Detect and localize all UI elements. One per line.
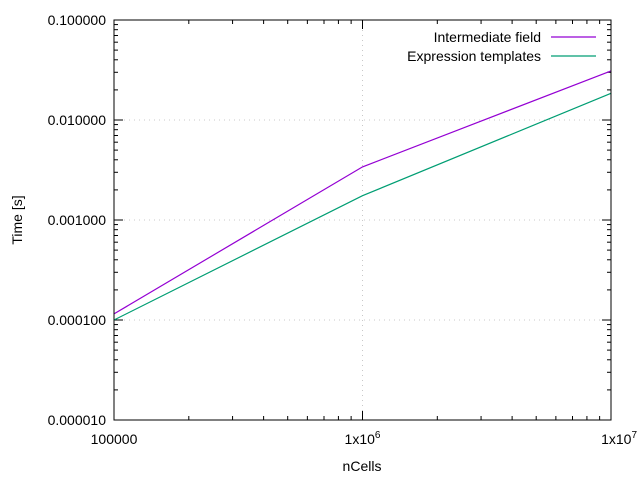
y-tick-label: 0.100000 <box>48 12 107 28</box>
legend-label: Intermediate field <box>434 29 541 45</box>
grid-layer <box>114 20 611 420</box>
y-tick-label: 0.000010 <box>48 412 107 428</box>
legend: Intermediate field Expression templates <box>407 29 596 64</box>
y-axis-label: Time [s] <box>9 195 25 244</box>
plot-frame <box>113 19 612 421</box>
minor-ticks <box>114 20 611 420</box>
series-line-expression-templates <box>113 92 612 321</box>
x-tick-label: 1x107 <box>601 430 637 447</box>
y-tick-label: 0.001000 <box>48 212 107 228</box>
x-tick-labels: 100000 1x106 1x107 <box>91 430 638 447</box>
legend-label: Expression templates <box>407 48 541 64</box>
x-tick-label: 1x106 <box>345 430 381 447</box>
x-tick-label: 100000 <box>91 431 138 447</box>
x-axis-label: nCells <box>343 458 382 474</box>
y-tick-labels: 0.000010 0.000100 0.001000 0.010000 0.100000 <box>48 12 107 428</box>
series-line-intermediate-field <box>113 70 612 315</box>
y-tick-label: 0.000100 <box>48 312 107 328</box>
y-tick-label: 0.010000 <box>48 112 107 128</box>
series-layer <box>113 70 612 321</box>
